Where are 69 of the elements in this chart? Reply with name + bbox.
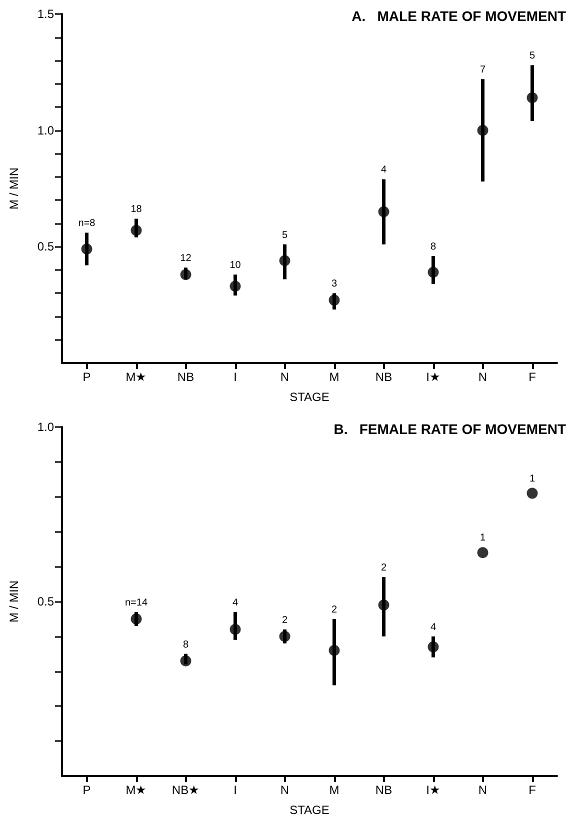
point [378, 206, 390, 218]
chart-title: A. MALE RATE OF MOVEMENT [352, 8, 566, 24]
x-axis-title: STAGE [290, 390, 330, 404]
point [428, 641, 439, 652]
y-tick-label: 0.5 [37, 240, 54, 254]
annotation: 5 [282, 230, 288, 241]
annotation: 2 [380, 562, 387, 574]
x-axis-title: STAGE [290, 803, 330, 817]
point [428, 266, 439, 278]
point [328, 644, 340, 656]
point [279, 630, 290, 642]
x-tick-label: I [234, 370, 237, 384]
annotation: 18 [130, 204, 142, 216]
point [526, 488, 538, 499]
y-tick-label: 1.0 [37, 123, 54, 138]
annotation: 4 [232, 597, 238, 608]
x-tick-label: M★ [126, 783, 147, 797]
x-tick-label: N [478, 370, 488, 384]
x-tick-label: M★ [126, 370, 147, 384]
annotation: 8 [182, 639, 189, 650]
x-tick-label: N [280, 370, 290, 384]
y-tick-label: 1.0 [37, 420, 54, 434]
point [180, 269, 192, 280]
chart-title: B. FEMALE RATE OF MOVEMENT [334, 421, 566, 437]
point [328, 294, 340, 306]
point [477, 547, 488, 558]
x-tick-label: NB [375, 783, 392, 797]
point [230, 624, 241, 635]
x-tick-label: P [82, 783, 91, 797]
x-tick-label: NB [375, 370, 392, 384]
x-tick-label: I★ [426, 370, 440, 384]
x-tick-label: P [82, 370, 91, 384]
point [279, 255, 290, 266]
y-axis-title: M / MIN [7, 580, 21, 622]
x-tick-label: M [329, 783, 340, 797]
annotation: 2 [282, 614, 288, 626]
annotation: n=14 [124, 597, 148, 608]
point [477, 124, 488, 136]
annotation: 2 [331, 604, 338, 616]
y-axis-title: M / MIN [7, 168, 21, 210]
point [526, 92, 538, 104]
point [378, 599, 390, 610]
point [180, 655, 192, 666]
annotation: 4 [430, 622, 436, 633]
x-tick-label: M [329, 370, 340, 384]
y-tick-label: 0.5 [37, 594, 54, 608]
annotation: 8 [430, 241, 436, 252]
annotation: 1 [480, 532, 486, 544]
x-tick-label: I [234, 783, 237, 797]
x-tick-label: NB [177, 370, 194, 384]
annotation: 1 [529, 473, 536, 484]
annotation: 7 [480, 64, 486, 76]
annotation: 4 [380, 164, 387, 176]
annotation: 10 [230, 260, 242, 272]
point [230, 280, 241, 292]
annotation: n=8 [78, 218, 96, 230]
point [130, 613, 142, 624]
x-tick-label: NB★ [172, 783, 200, 797]
annotation: 5 [529, 50, 536, 62]
x-tick-label: N [478, 783, 488, 797]
annotation: 12 [180, 253, 192, 264]
point [130, 224, 142, 236]
x-tick-label: F [528, 783, 536, 797]
point [81, 243, 92, 254]
y-tick-label: 1.5 [37, 7, 54, 21]
x-tick-label: I★ [426, 783, 440, 797]
annotation: 3 [331, 278, 338, 290]
x-tick-label: F [528, 370, 536, 384]
x-tick-label: N [280, 783, 290, 797]
